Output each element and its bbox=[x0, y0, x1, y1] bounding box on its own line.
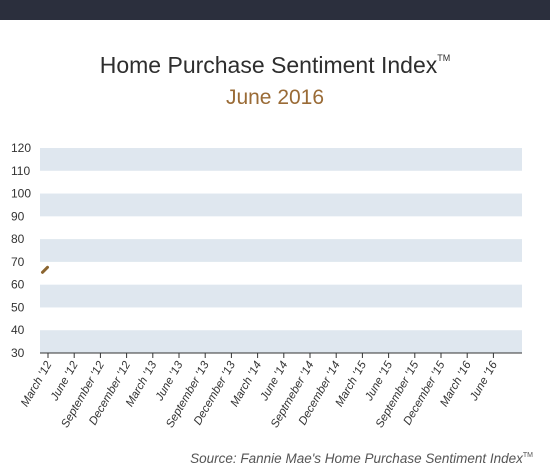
chart-title-text: Home Purchase Sentiment Index bbox=[99, 52, 438, 78]
source-trademark: TM bbox=[522, 452, 533, 459]
chart-title: Home Purchase Sentiment IndexTM bbox=[0, 52, 550, 79]
y-tick-label: 120 bbox=[11, 141, 31, 155]
y-tick-label: 110 bbox=[11, 164, 30, 178]
chart-bands bbox=[40, 148, 522, 353]
y-tick-label: 80 bbox=[11, 232, 25, 246]
source-text: Source: Fannie Mae's Home Purchase Senti… bbox=[190, 451, 523, 466]
y-axis-ticks: 30 40 50 60 70 80 90 100 110 120 bbox=[11, 141, 31, 360]
y-tick-label: 90 bbox=[11, 209, 25, 223]
y-tick-label: 30 bbox=[11, 346, 25, 360]
y-tick-label: 100 bbox=[11, 187, 31, 201]
y-tick-label: 50 bbox=[11, 300, 25, 314]
source-note: Source: Fannie Mae's Home Purchase Senti… bbox=[190, 451, 533, 466]
y-tick-label: 40 bbox=[11, 323, 25, 337]
chart-subtitle: June 2016 bbox=[225, 86, 325, 109]
y-tick-label: 60 bbox=[11, 278, 25, 292]
title-trademark: TM bbox=[437, 53, 451, 63]
chart-band bbox=[40, 193, 522, 217]
chart-band bbox=[40, 284, 522, 308]
x-tick-label: March '12 bbox=[19, 359, 55, 409]
chart-band bbox=[40, 330, 522, 353]
data-point bbox=[41, 265, 49, 274]
chart-band bbox=[40, 148, 522, 171]
chart-band bbox=[40, 239, 522, 262]
chart-series bbox=[41, 265, 49, 274]
top-bar bbox=[0, 0, 550, 20]
y-tick-label: 70 bbox=[11, 255, 25, 269]
